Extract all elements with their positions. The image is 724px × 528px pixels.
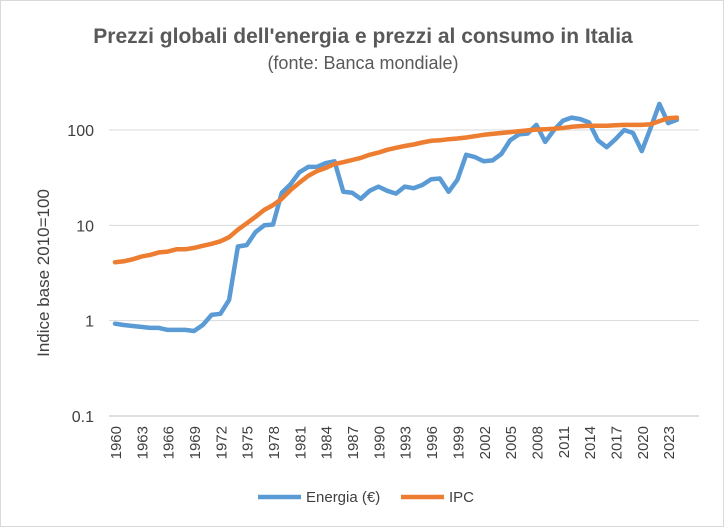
series-line-ipc (112, 115, 680, 265)
series-line-energia (112, 101, 680, 334)
x-tick-label: 2020 (635, 426, 652, 459)
x-tick-label: 1978 (266, 426, 283, 459)
y-tick-label: 0.1 (72, 409, 94, 426)
x-tick-label: 1996 (424, 426, 441, 459)
x-tick-label: 2023 (661, 426, 678, 459)
x-tick-label: 1966 (161, 426, 178, 459)
y-tick-label: 100 (67, 123, 94, 140)
x-tick-label: 2008 (529, 426, 546, 459)
x-tick-label: 2014 (582, 426, 599, 459)
x-tick-label: 2017 (608, 426, 625, 459)
x-tick-label: 2011 (556, 426, 573, 458)
x-tick-label: 1984 (319, 426, 336, 459)
y-axis-title: Indice base 2010=100 (34, 189, 53, 357)
x-tick-label: 1972 (213, 426, 230, 459)
y-tick-label: 1 (85, 314, 94, 331)
x-axis-ticks: 1960 1963 1966 1969 1972 1975 1978 1981 1984 1987… (108, 426, 678, 459)
chart-title: Prezzi globali dell'energia e prezzi al … (93, 25, 633, 48)
x-tick-label: 1990 (371, 426, 388, 459)
y-tick-label: 10 (76, 218, 94, 235)
x-tick-label: 1987 (345, 426, 362, 459)
chart-subtitle: (fonte: Banca mondiale) (267, 53, 458, 73)
gridlines (109, 129, 699, 417)
legend: Energia (€) IPC (258, 489, 474, 506)
x-tick-label: 1999 (450, 426, 467, 459)
legend-label: IPC (449, 489, 474, 506)
x-tick-label: 1960 (108, 426, 125, 459)
x-tick-label: 1963 (134, 426, 151, 459)
series-lines (112, 101, 680, 334)
x-tick-label: 1969 (187, 426, 204, 459)
x-tick-label: 1993 (398, 426, 415, 459)
x-tick-label: 1975 (240, 426, 257, 459)
x-tick-label: 2005 (503, 426, 520, 459)
x-tick-label: 2002 (477, 426, 494, 459)
legend-label: Energia (€) (306, 489, 380, 506)
y-axis-ticks: 0.1 1 10 100 (67, 123, 94, 426)
x-tick-label: 1981 (292, 426, 309, 459)
